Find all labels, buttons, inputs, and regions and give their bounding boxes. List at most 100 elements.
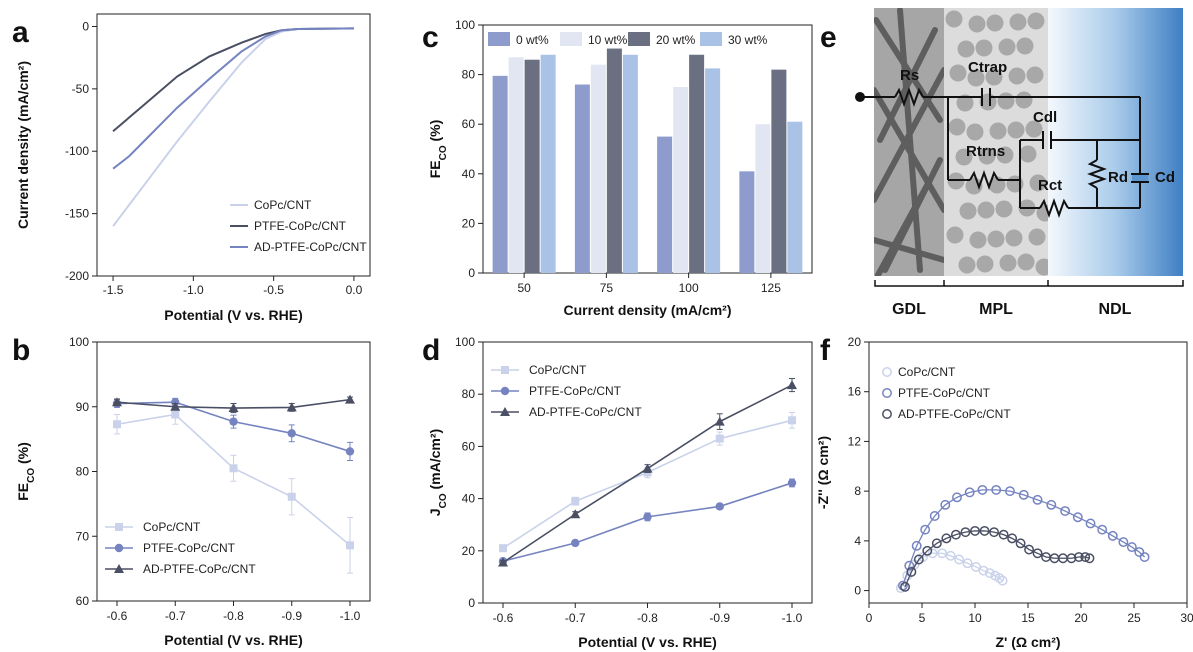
mpl-particle — [966, 123, 984, 141]
data-point — [970, 525, 980, 536]
data-point — [170, 401, 181, 411]
legend-label: 0 wt% — [516, 33, 549, 47]
data-point — [900, 581, 910, 592]
mpl-particle — [1029, 174, 1047, 192]
mpl-particle — [957, 40, 975, 58]
data-point — [950, 529, 961, 540]
y-tick-label: 100 — [455, 18, 475, 32]
data-point — [962, 558, 973, 569]
data-point — [714, 416, 725, 426]
data-point — [114, 543, 124, 553]
y-tick-label: 12 — [848, 434, 862, 448]
bar — [657, 136, 673, 273]
data-point — [500, 407, 510, 416]
y-tick-label: 0 — [854, 584, 861, 598]
y-tick-label: 16 — [848, 385, 862, 399]
panel-label-a: a — [12, 16, 29, 49]
panel-label-d: d — [422, 334, 440, 367]
legend-label: CoPc/CNT — [529, 363, 587, 377]
chart-c: 0 20 40 60 80 100 50 75 100 125 0 wt% 10 wt% 20 wt% 3… — [427, 18, 813, 318]
y-tick-label: 60 — [462, 117, 476, 131]
data-point — [715, 434, 724, 443]
circuit-terminal — [855, 92, 865, 102]
bar — [673, 87, 689, 273]
x-tick-label: 25 — [1127, 611, 1141, 625]
series-line — [112, 27, 354, 170]
legend-label: PTFE-CoPc/CNT — [254, 219, 347, 233]
panel-label-f: f — [820, 334, 831, 367]
mpl-particle — [1015, 91, 1033, 109]
data-point — [991, 484, 1002, 495]
data-point — [882, 388, 892, 398]
data-point — [1073, 552, 1084, 562]
data-point — [1126, 542, 1137, 553]
data-point — [1032, 548, 1043, 559]
x-tick-label: -0.9 — [709, 611, 730, 625]
y-tick-label: 40 — [462, 167, 476, 181]
data-point — [787, 478, 797, 488]
legend-label: PTFE-CoPc/CNT — [143, 541, 236, 555]
bar — [705, 68, 721, 274]
data-point — [287, 492, 296, 501]
data-point — [715, 502, 724, 511]
data-point — [984, 568, 995, 579]
data-point — [989, 527, 1000, 538]
data-point — [642, 463, 653, 473]
legend-swatch — [700, 32, 722, 46]
data-point — [1118, 537, 1129, 548]
y-tick-label: 60 — [462, 439, 476, 453]
mpl-particle — [995, 200, 1013, 218]
data-point — [922, 545, 933, 556]
mpl-particle — [1008, 67, 1026, 85]
x-tick-label: -0.7 — [565, 611, 586, 625]
y-tick-label: 4 — [854, 534, 861, 548]
legend-label: PTFE-CoPc/CNT — [898, 386, 991, 400]
mpl-particle — [945, 10, 963, 28]
chart-f: 0 5 10 15 20 25 30 0 4 8 12 16 20 Z' (Ω cm²) -Z'' (Ω c… — [815, 335, 1193, 650]
data-point — [913, 554, 924, 565]
bar — [508, 57, 524, 273]
label-rct: Rct — [1038, 177, 1062, 194]
legend-swatch — [560, 32, 582, 46]
label-rs: Rs — [900, 67, 919, 84]
mpl-particle — [1028, 228, 1046, 246]
data-point — [906, 566, 917, 577]
label-mpl: MPL — [979, 301, 1013, 318]
data-point — [1080, 552, 1091, 562]
data-point — [1060, 506, 1071, 516]
mpl-particle — [976, 255, 994, 273]
x-axis-label: Current density (mA/cm²) — [563, 302, 731, 318]
mpl-particle — [1017, 253, 1035, 271]
data-point — [954, 554, 965, 565]
x-tick-label: 20 — [1074, 611, 1088, 625]
data-point — [1007, 533, 1018, 544]
y-tick-label: -100 — [65, 144, 89, 158]
label-ctrap: Ctrap — [968, 59, 1007, 76]
bar — [590, 64, 606, 274]
data-point — [960, 527, 971, 538]
data-point — [1066, 553, 1077, 564]
label-rtrns: Rtrns — [966, 143, 1005, 160]
legend-label: AD-PTFE-CoPc/CNT — [529, 405, 642, 419]
chart-d: 0 20 40 60 80 100 -0.6 -0.7 -0.8 -0.9 -1.0 Potentia… — [427, 335, 813, 650]
circuit-diagram: Rs Ctrap Cdl Rtrns Rct Rd Cd GDL MPL NDL — [855, 8, 1184, 318]
data-point — [978, 565, 989, 576]
x-tick-label: 50 — [517, 281, 531, 295]
x-tick-label: -0.6 — [107, 609, 128, 623]
y-tick-label: 20 — [462, 544, 476, 558]
data-point — [228, 403, 239, 413]
bar — [540, 54, 556, 274]
y-axis-label: JCO (mA/cm²) — [427, 429, 449, 516]
y-tick-label: 90 — [76, 400, 90, 414]
data-point — [1097, 524, 1108, 535]
mpl-particle — [956, 94, 974, 112]
mpl-particle — [1025, 120, 1043, 138]
mpl-particle — [946, 226, 964, 244]
mpl-particle — [958, 256, 976, 274]
bar — [787, 121, 803, 273]
mpl-particle — [1007, 121, 1025, 139]
legend-label: 10 wt% — [588, 33, 628, 47]
y-tick-label: 100 — [455, 335, 475, 349]
y-axis-label: Current density (mA/cm²) — [15, 61, 31, 229]
y-tick-label: 0 — [468, 596, 475, 610]
